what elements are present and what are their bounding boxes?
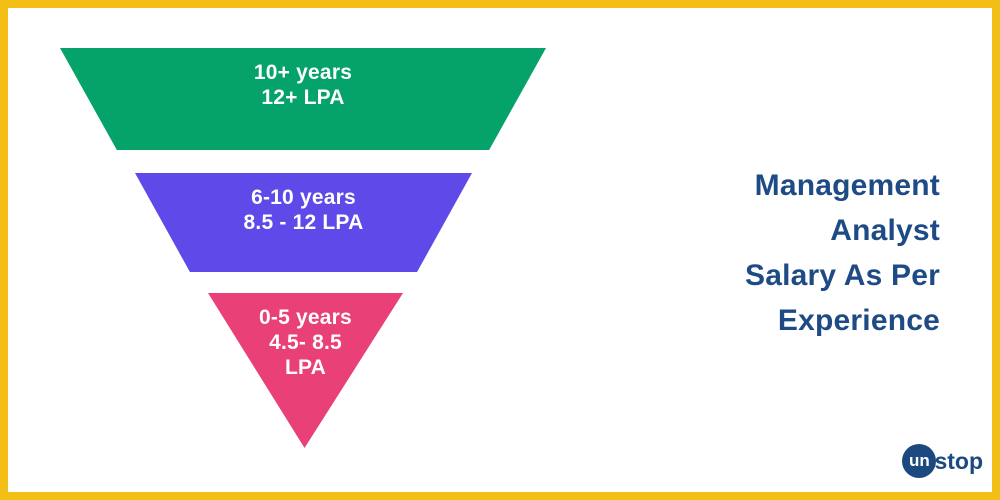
- unstop-logo-circle-text: un: [909, 451, 930, 470]
- salary-range-text: 8.5 - 12 LPA: [243, 211, 364, 234]
- salary-range-text: 4.5- 8.5: [269, 331, 342, 354]
- unstop-logo: un stop: [902, 444, 983, 478]
- page-title-line: Salary As Per: [745, 259, 940, 292]
- page-title-line: Analyst: [830, 214, 940, 247]
- funnel-level-0-5-years: 0-5 years 4.5- 8.5 LPA: [208, 293, 403, 448]
- page-title: Management Analyst Salary As Per Experie…: [745, 163, 940, 343]
- unstop-logo-circle: un: [902, 444, 937, 478]
- funnel-level-6-10-years: 6-10 years 8.5 - 12 LPA: [135, 173, 472, 272]
- funnel-level-10plus-years: 10+ years 12+ LPA: [60, 48, 546, 150]
- experience-range-text: 10+ years: [253, 61, 353, 84]
- funnel-level-6-10-label: 6-10 years 8.5 - 12 LPA: [135, 173, 472, 235]
- experience-range-text: 0-5 years: [259, 306, 352, 329]
- salary-range-text: 12+ LPA: [261, 86, 345, 109]
- salary-unit-text: LPA: [284, 356, 327, 379]
- experience-range-text: 6-10 years: [251, 186, 356, 209]
- page-title-line: Experience: [777, 304, 940, 337]
- unstop-logo-suffix-text: stop: [934, 447, 983, 474]
- funnel-level-0-5-label: 0-5 years 4.5- 8.5 LPA: [208, 293, 403, 380]
- funnel-level-10plus-label: 10+ years 12+ LPA: [60, 48, 546, 110]
- page-title-line: Management: [754, 169, 940, 202]
